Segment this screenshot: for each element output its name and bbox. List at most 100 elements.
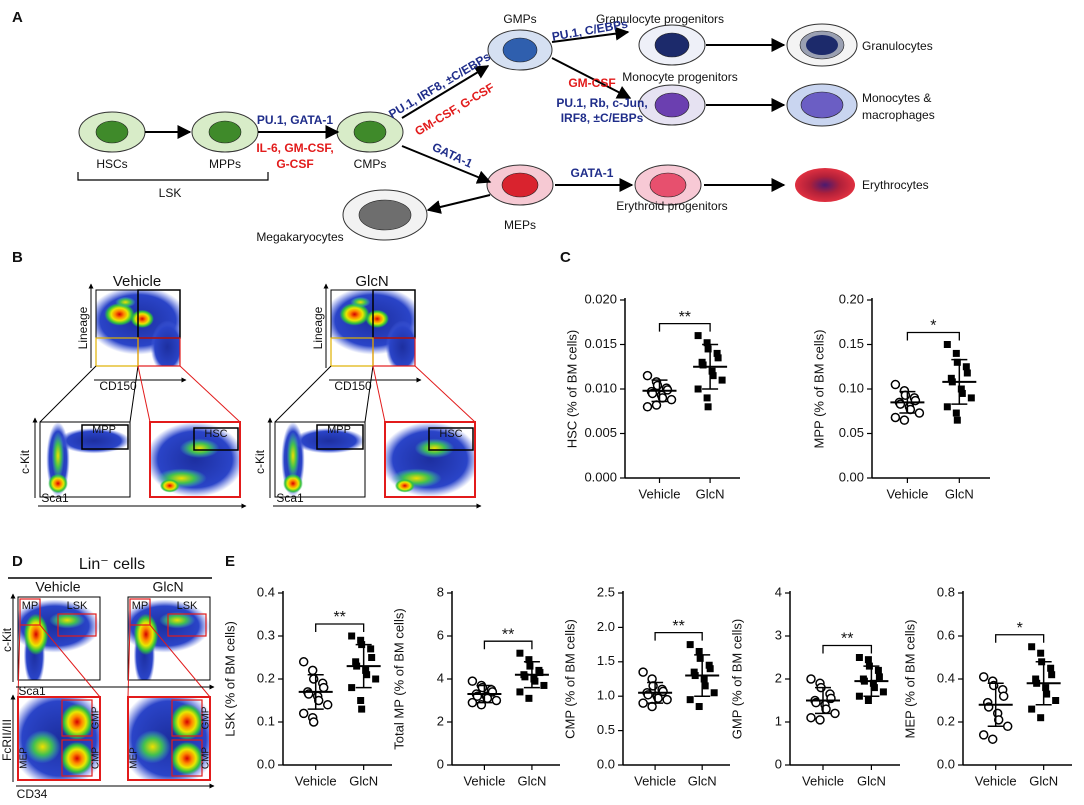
data-point: [806, 674, 816, 684]
zoom-line: [149, 624, 211, 698]
nucleus: [502, 37, 538, 63]
y-tick-label: 0.0: [937, 756, 955, 771]
data-point: [870, 684, 878, 692]
y-tick-label: 0.8: [937, 584, 955, 599]
y-tick-label: 0.020: [584, 291, 617, 306]
axis-label: c-Kit: [253, 449, 267, 474]
density-blob: [286, 431, 300, 480]
significance-bracket: [822, 644, 873, 654]
x-tick-label: GlcN: [945, 486, 974, 501]
x-tick-label: GlcN: [349, 773, 378, 788]
flow-density: [46, 422, 130, 497]
data-point: [521, 673, 529, 681]
cell-label: Erythroid progenitors: [616, 199, 727, 213]
y-tick-label: 0: [775, 756, 782, 771]
y-tick-label: 0.1: [257, 713, 275, 728]
y-tick-label: 0.6: [937, 627, 955, 642]
data-point: [869, 679, 877, 687]
cell-label: Granulocytes: [862, 39, 933, 53]
arrow: [551, 57, 632, 99]
arrow: [401, 65, 490, 119]
flow-title: Lin⁻ cells: [79, 556, 145, 573]
axis-label: CD150: [99, 379, 137, 393]
data-point: [864, 697, 872, 704]
data-point: [706, 665, 714, 673]
y-tick-label: 0.005: [584, 425, 617, 440]
data-point: [491, 695, 502, 706]
gate-label: LSK: [177, 600, 198, 612]
data-point: [467, 697, 478, 708]
x-tick-label: GlcN: [696, 486, 725, 501]
data-point: [699, 361, 707, 369]
x-tick-label: GlcN: [1029, 773, 1058, 788]
cell-label: Granulocyte progenitors: [596, 12, 724, 26]
gate: [330, 337, 374, 367]
y-axis-label: MPP (% of BM cells): [811, 330, 826, 449]
density-blob: [293, 428, 365, 454]
axis-label: Sca1: [41, 491, 69, 505]
y-tick-label: 0.10: [839, 380, 864, 395]
data-point: [516, 649, 524, 657]
gate: [193, 427, 239, 451]
data-point: [298, 708, 309, 719]
significance-bracket: [315, 623, 365, 632]
density-blob: [48, 473, 68, 494]
data-point: [525, 656, 533, 664]
density-blob: [104, 302, 135, 326]
axis-label: Lineage: [76, 306, 90, 349]
panel-label: D: [12, 553, 23, 570]
nucleus: [358, 199, 412, 231]
y-tick-label: 2.0: [597, 619, 615, 634]
significance-label: *: [1017, 620, 1023, 637]
flow-plot-frame: [384, 421, 476, 498]
y-tick-label: 0.00: [839, 469, 864, 484]
axis-label: c-Kit: [18, 449, 32, 474]
cell-label: CMPs: [354, 157, 387, 171]
density-blob: [283, 473, 303, 494]
cell-label: Monocyte progenitors: [622, 70, 737, 84]
cell-label: GMPs: [503, 12, 536, 26]
axis-label: CD150: [334, 379, 372, 393]
density-blob: [24, 730, 61, 764]
data-point: [1002, 721, 1013, 732]
data-point: [953, 358, 961, 366]
data-point: [962, 363, 970, 371]
data-point: [703, 339, 711, 347]
data-point: [879, 688, 887, 696]
x-tick-label: Vehicle: [886, 486, 928, 501]
density-blob: [394, 479, 415, 493]
y-axis-label: HSC (% of BM cells): [564, 330, 579, 448]
nucleus: [806, 35, 838, 55]
y-axis-label: CMP (% of BM cells): [562, 619, 577, 739]
data-point: [372, 675, 380, 683]
data-point: [357, 697, 365, 704]
data-point: [307, 665, 318, 676]
gate-label: HSC: [439, 428, 462, 440]
significance-label: **: [672, 618, 684, 635]
data-point: [1042, 684, 1050, 692]
data-point: [967, 394, 975, 402]
y-tick-label: 0.20: [839, 291, 864, 306]
density-blob: [365, 309, 389, 328]
zoom-line: [414, 365, 476, 423]
data-point: [695, 647, 703, 655]
y-tick-label: 0.2: [257, 670, 275, 685]
data-point: [526, 662, 534, 670]
data-point: [1047, 664, 1055, 672]
data-point: [815, 715, 825, 725]
data-point: [993, 715, 1004, 725]
group-label: GlcN: [355, 273, 388, 290]
x-tick-label: Vehicle: [295, 773, 337, 788]
gate: [81, 424, 129, 450]
density-blob: [18, 697, 100, 780]
x-tick-label: Vehicle: [463, 773, 505, 788]
density-blob: [179, 438, 220, 458]
y-tick-label: 2.5: [597, 584, 615, 599]
density-blob: [60, 703, 94, 741]
data-point: [700, 675, 708, 683]
data-point: [713, 349, 721, 357]
significance-bracket: [483, 640, 533, 650]
flow-density: [385, 422, 475, 497]
cell-label: Megakaryocytes: [256, 230, 343, 244]
